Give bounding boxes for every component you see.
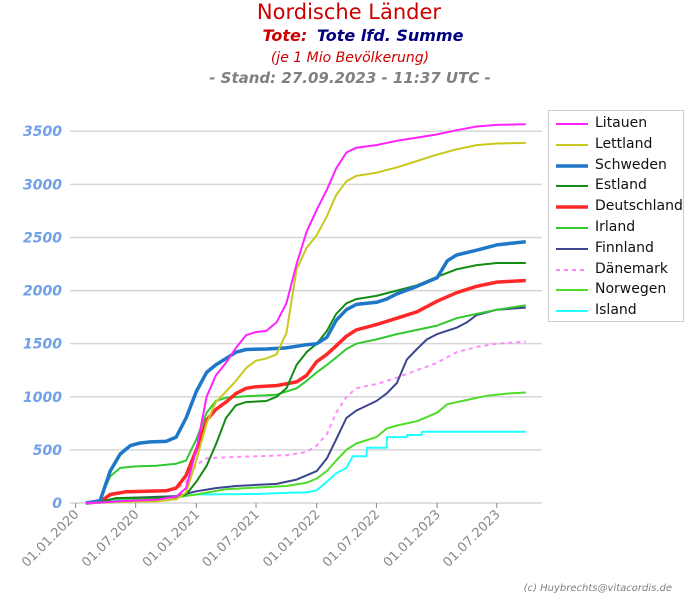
legend-item: Dänemark (549, 259, 683, 280)
y-tick-label: 2500 (23, 230, 62, 246)
legend-item: Schweden (549, 155, 683, 176)
legend-label: Norwegen (595, 281, 667, 298)
legend: Litauen Lettland Schweden Estland Deutschlan… (548, 110, 684, 322)
legend-label: Schweden (595, 156, 667, 173)
legend-swatch (556, 143, 588, 146)
credit: (c) Huybrechts@vitacordis.de (524, 583, 672, 594)
legend-swatch (556, 289, 588, 292)
series-line-lettland (85, 141, 526, 504)
series-line-estland (85, 262, 526, 504)
x-axis: 01.01.202001.07.202001.01.202101.07.2021… (19, 503, 504, 570)
series-line-norwegen (85, 391, 526, 504)
y-tick-label: 3000 (23, 177, 62, 193)
legend-item: Island (549, 300, 683, 321)
y-tick-label: 2000 (23, 284, 62, 300)
legend-swatch (556, 163, 588, 168)
stand-date: - Stand: 27.09.2023 - 11:37 UTC - (209, 69, 491, 87)
legend-swatch (556, 205, 588, 209)
subtitle-note: (je 1 Mio Bevölkerung) (271, 50, 429, 66)
legend-label: Island (595, 302, 637, 319)
y-tick-label: 1500 (23, 337, 62, 353)
chart-title: Nordische Länder (257, 0, 442, 24)
legend-label: Deutschland (595, 198, 683, 215)
legend-swatch (556, 227, 588, 229)
legend-swatch (556, 123, 588, 125)
chart-subtitle: Tote: Tote lfd. Summe (263, 26, 464, 45)
y-tick-label: 3500 (23, 124, 62, 140)
legend-swatch (556, 247, 588, 250)
series-line-litauen (85, 123, 526, 504)
legend-label: Estland (595, 177, 647, 194)
x-tick-label: 01.07.2020 (79, 507, 142, 570)
legend-item: Irland (549, 217, 683, 238)
legend-label: Lettland (595, 135, 653, 152)
legend-item: Deutschland (549, 196, 683, 217)
legend-item: Lettland (549, 134, 683, 155)
y-tick-label: 0 (52, 496, 62, 512)
series-line-deutschland (85, 278, 526, 505)
series-line-finnland (85, 306, 526, 504)
legend-swatch (556, 310, 588, 313)
y-tick-label: 500 (33, 443, 62, 459)
series-lines (85, 123, 526, 505)
legend-label: Irland (595, 219, 636, 235)
x-tick-label: 01.01.2021 (140, 507, 203, 570)
legend-swatch (556, 185, 588, 188)
series-line-irland (85, 304, 526, 504)
x-tick-label: 01.07.2021 (200, 507, 263, 570)
x-tick-label: 01.07.2022 (320, 507, 383, 570)
legend-item: Norwegen (549, 279, 683, 300)
x-tick-label: 01.07.2023 (440, 507, 503, 570)
x-tick-label: 01.01.2020 (19, 507, 82, 570)
legend-label: Dänemark (595, 260, 668, 277)
series-line-schweden (85, 239, 526, 505)
x-tick-label: 01.01.2023 (381, 507, 444, 570)
x-tick-label: 01.01.2022 (260, 507, 323, 570)
legend-item: Estland (549, 175, 683, 196)
y-axis: 0 500 1000 1500 2000 2500 3000 3500 (23, 124, 62, 512)
series-line-dänemark (85, 340, 526, 504)
legend-label: Finnland (595, 239, 654, 256)
grid (70, 130, 542, 504)
legend-label: Litauen (595, 115, 648, 131)
subtitle-main: Tote lfd. Summe (317, 26, 464, 45)
legend-swatch (556, 268, 588, 271)
legend-item: Litauen (549, 113, 683, 134)
y-tick-label: 1000 (23, 390, 62, 406)
subtitle-prefix: Tote: (263, 26, 308, 45)
legend-item: Finnland (549, 238, 683, 259)
